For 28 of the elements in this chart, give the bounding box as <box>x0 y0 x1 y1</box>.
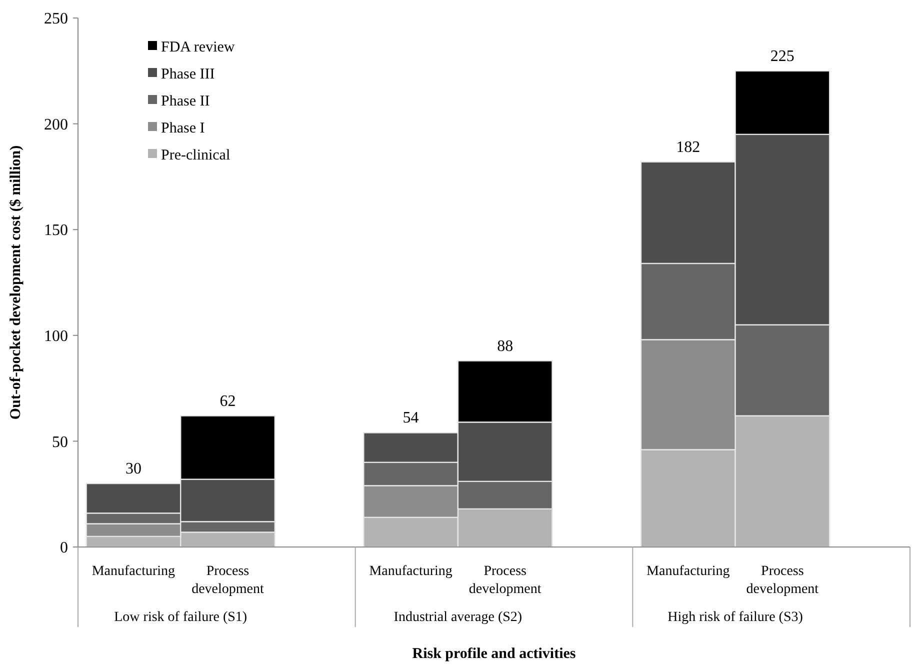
legend-label: Pre-clinical <box>161 147 230 164</box>
total-label: 30 <box>125 460 142 478</box>
total-label: 54 <box>402 410 419 427</box>
x-tick-label: Manufacturing <box>369 564 452 579</box>
legend-label: Phase I <box>161 120 205 136</box>
x-axis-title: Risk profile and activities <box>412 646 576 662</box>
y-tick-label: 250 <box>44 10 68 28</box>
text: High risk of failure (S3) <box>668 610 804 625</box>
total-label: 88 <box>497 338 514 355</box>
y-tick-label: 150 <box>44 222 68 240</box>
x-tick-label: Process development <box>468 564 542 597</box>
text: Low risk of failure (S1) <box>114 610 248 625</box>
y-tick-label: 100 <box>44 328 68 345</box>
y-tick-label: 0 <box>60 540 68 557</box>
total-label: 62 <box>220 392 236 410</box>
x-tick-label: Manufacturing <box>646 564 730 579</box>
legend-label: FDA review <box>161 39 235 56</box>
y-tick-label: 50 <box>52 434 68 451</box>
x-tick-label: Process development <box>746 564 819 597</box>
total-label: 225 <box>770 48 794 65</box>
legend-label: Phase II <box>161 93 210 110</box>
text: Industrial average (S2) <box>394 610 522 625</box>
y-axis-title: Out-of-pocket development cost ($ million) <box>8 145 24 420</box>
legend-label: Phase III <box>161 66 215 82</box>
y-tick-label: 200 <box>44 116 68 134</box>
x-tick-label: Manufacturing <box>92 564 176 579</box>
total-label: 182 <box>676 138 700 156</box>
x-tick-label: Process development <box>192 564 264 597</box>
